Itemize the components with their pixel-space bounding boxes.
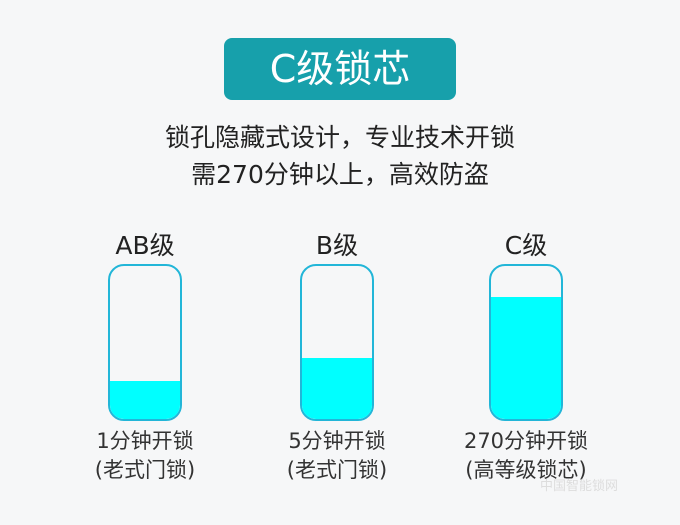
unlock-time: 270分钟开锁: [463, 429, 589, 453]
level-label: AB级: [115, 231, 175, 260]
gauge-fill: [302, 357, 372, 419]
title-banner: C级锁芯: [224, 38, 456, 100]
level-c: C级 270分钟开锁 (高等级锁芯): [451, 228, 601, 485]
gauge-fill: [110, 380, 180, 419]
unlock-time: 5分钟开锁: [288, 429, 386, 453]
gauge-fill: [491, 296, 561, 419]
lock-type-note: (老式门锁): [94, 458, 196, 482]
subtitle-line-1: 锁孔隐藏式设计，专业技术开锁: [164, 123, 515, 152]
lock-type-note: (老式门锁): [286, 458, 388, 482]
lock-type-note: (高等级锁芯): [465, 458, 587, 482]
level-gauge: [300, 264, 374, 421]
level-gauge: [108, 264, 182, 421]
level-label: C级: [504, 231, 548, 260]
unlock-time: 1分钟开锁: [96, 429, 194, 453]
level-label: B级: [315, 231, 359, 260]
level-ab: AB级 1分钟开锁 (老式门锁): [70, 228, 220, 485]
level-gauge: [489, 264, 563, 421]
watermark: 中国智能锁网: [540, 479, 619, 494]
level-b: B级 5分钟开锁 (老式门锁): [262, 228, 412, 485]
subtitle-line-2: 需270分钟以上，高效防盗: [191, 160, 489, 189]
